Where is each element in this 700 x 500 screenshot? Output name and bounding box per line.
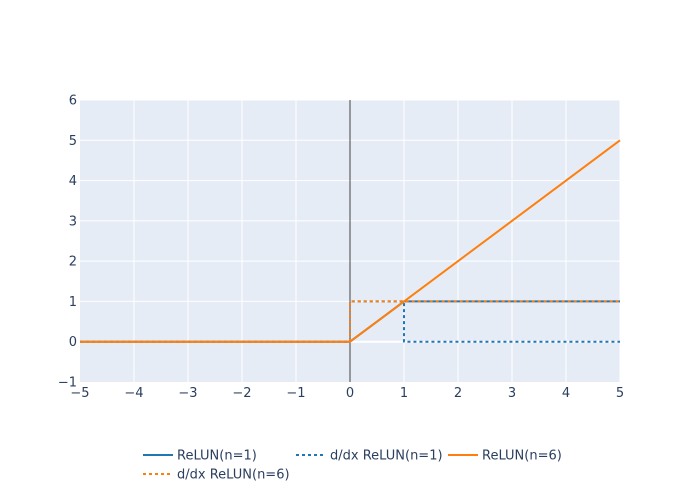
y-tick-label: 0	[69, 335, 77, 350]
x-tick-label: −4	[124, 386, 143, 401]
legend-item-2[interactable]: ReLUN(n=6)	[448, 449, 562, 464]
legend-label: d/dx ReLUN(n=6)	[177, 468, 290, 483]
legend-label: ReLUN(n=1)	[177, 449, 257, 464]
x-tick-label: −3	[178, 386, 197, 401]
legend-item-1[interactable]: d/dx ReLUN(n=1)	[296, 449, 443, 464]
x-tick-label: 5	[616, 386, 624, 401]
y-tick-label: 2	[69, 255, 77, 270]
x-tick-label: 3	[508, 386, 516, 401]
x-tick-label: 2	[454, 386, 462, 401]
y-tick-label: 6	[69, 94, 77, 109]
legend-label: d/dx ReLUN(n=1)	[330, 449, 443, 464]
x-tick-label: 0	[346, 386, 354, 401]
series-lines	[80, 139, 621, 343]
y-tick-label: 4	[69, 174, 77, 189]
x-tick-labels: −5 −4 −3 −2 −1 0 1 2 3 4 5	[70, 386, 624, 401]
legend-item-0[interactable]: ReLUN(n=1)	[143, 449, 257, 464]
y-tick-label: 5	[69, 134, 77, 149]
x-tick-label: −1	[286, 386, 305, 401]
legend-label: ReLUN(n=6)	[482, 449, 562, 464]
legend[interactable]: ReLUN(n=1) d/dx ReLUN(n=1) ReLUN(n=6) d/dx …	[143, 449, 562, 483]
series-line-3	[80, 300, 620, 343]
y-tick-label: −1	[58, 376, 77, 391]
y-tick-label: 3	[69, 214, 77, 229]
x-tick-label: 4	[562, 386, 570, 401]
x-tick-label: −5	[70, 386, 89, 401]
x-tick-label: 1	[400, 386, 408, 401]
y-tick-label: 1	[69, 295, 77, 310]
legend-item-3[interactable]: d/dx ReLUN(n=6)	[143, 468, 290, 483]
y-tick-labels: −1 0 1 2 3 4 5 6	[58, 94, 77, 391]
x-tick-label: −2	[232, 386, 251, 401]
